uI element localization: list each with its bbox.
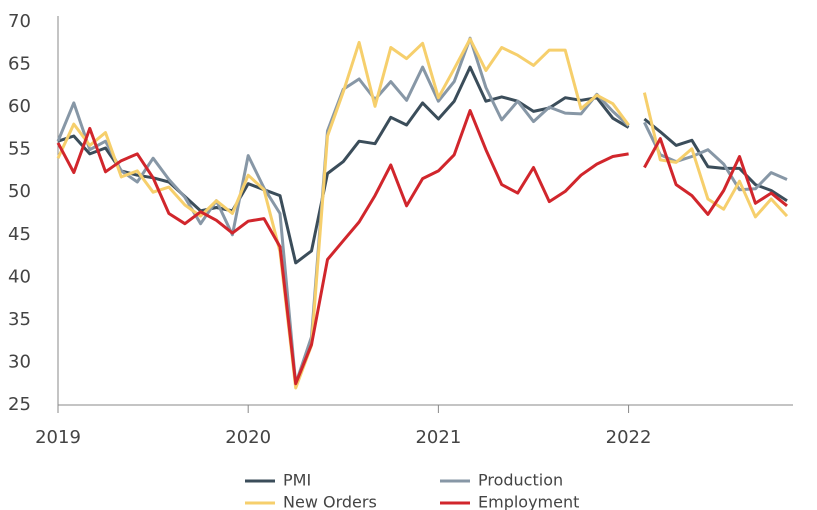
- y-tick-label: 70: [8, 11, 31, 32]
- x-tick-label: 2019: [35, 427, 81, 448]
- y-tick-label: 30: [8, 351, 31, 372]
- y-tick-label: 35: [8, 309, 31, 330]
- x-tick-label: 2020: [225, 427, 271, 448]
- x-tick-label: 2022: [606, 427, 652, 448]
- legend-label: Employment: [478, 493, 579, 510]
- series-line: [56, 109, 788, 386]
- series-line: [57, 65, 788, 265]
- legend-label: PMI: [283, 471, 311, 490]
- y-tick-label: 60: [8, 96, 31, 117]
- y-tick-label: 50: [8, 181, 31, 202]
- y-tick-label: 40: [8, 266, 31, 287]
- y-tick-label: 65: [8, 54, 31, 75]
- legend-label: New Orders: [283, 493, 377, 510]
- x-tick-label: 2021: [415, 427, 461, 448]
- y-tick-label: 25: [8, 394, 31, 415]
- legend-label: Production: [478, 471, 563, 490]
- y-tick-label: 55: [8, 139, 31, 160]
- y-tick-label: 45: [8, 224, 31, 245]
